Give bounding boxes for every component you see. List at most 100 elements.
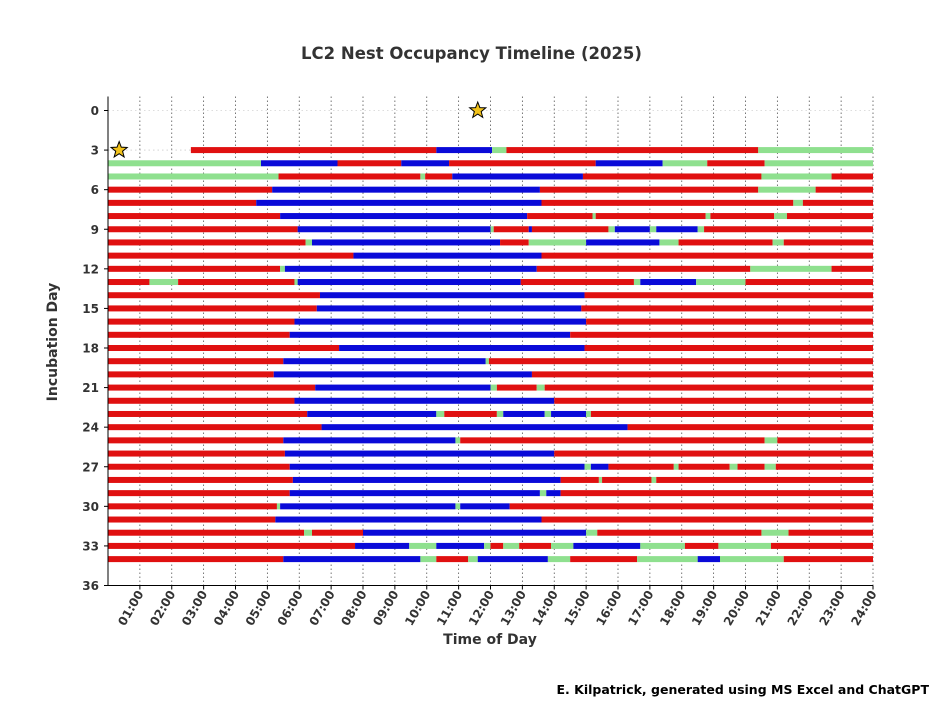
occupancy-segment: [777, 437, 873, 444]
occupancy-segment: [608, 226, 615, 233]
occupancy-segment: [546, 490, 561, 497]
occupancy-segment: [108, 345, 340, 351]
occupancy-segment: [449, 160, 596, 167]
occupancy-segment: [764, 437, 778, 444]
occupancy-segment: [108, 173, 279, 180]
occupancy-segment: [484, 542, 491, 549]
occupancy-segment: [761, 529, 789, 536]
occupancy-segment: [831, 173, 873, 180]
y-tick-label: 9: [91, 223, 99, 237]
x-tick-label: 23:00: [816, 588, 847, 628]
occupancy-segment: [570, 556, 638, 563]
x-tick-label: 17:00: [625, 588, 656, 628]
occupancy-segment: [536, 265, 751, 272]
occupancy-segment: [774, 213, 787, 220]
occupancy-segment: [544, 384, 873, 391]
occupancy-segment: [108, 358, 284, 365]
occupancy-segment: [289, 490, 540, 497]
occupancy-segment: [315, 384, 491, 391]
occupancy-segment: [108, 529, 305, 536]
occupancy-segment: [710, 213, 775, 220]
occupancy-segment: [656, 476, 873, 483]
occupancy-segment: [297, 226, 491, 233]
occupancy-segment: [477, 556, 548, 563]
occupancy-segment: [786, 213, 873, 220]
occupancy-segment: [108, 410, 308, 417]
occupancy-segment: [108, 516, 276, 523]
occupancy-segment: [586, 410, 591, 417]
occupancy-segment: [831, 265, 873, 272]
occupancy-segment: [503, 410, 545, 417]
occupancy-segment: [280, 265, 285, 272]
occupancy-segment: [294, 318, 587, 325]
occupancy-segment: [273, 371, 532, 378]
x-tick-label: 12:00: [466, 588, 497, 628]
occupancy-segment: [551, 542, 574, 549]
occupancy-segment: [684, 542, 719, 549]
x-tick-label: 06:00: [275, 588, 306, 628]
occupancy-segment: [750, 265, 832, 272]
occupancy-segment: [436, 147, 493, 154]
occupancy-segment: [355, 542, 410, 549]
occupancy-segment: [108, 265, 281, 272]
occupancy-segment: [275, 516, 542, 523]
occupancy-segment: [637, 556, 698, 563]
star-markers: [109, 100, 488, 159]
occupancy-segment: [108, 318, 295, 325]
occupancy-segment: [108, 490, 290, 497]
y-tick-label: 36: [82, 579, 99, 593]
occupancy-segment: [528, 239, 587, 246]
occupancy-segment: [108, 199, 257, 206]
occupancy-segment: [586, 529, 598, 536]
occupancy-segment: [764, 160, 873, 167]
occupancy-segment: [584, 345, 873, 351]
occupancy-segment: [772, 239, 784, 246]
x-axis-label: Time of Day: [443, 632, 537, 648]
occupancy-segment: [108, 186, 273, 193]
chart-title: LC2 Nest Occupancy Timeline (2025): [301, 44, 642, 63]
occupancy-segment: [108, 292, 320, 299]
occupancy-segment: [696, 279, 746, 286]
occupancy-segment: [272, 186, 540, 193]
occupancy-segment: [570, 331, 873, 338]
occupancy-segment: [659, 239, 679, 246]
occupancy-segment: [425, 173, 453, 180]
occupancy-segment: [554, 450, 873, 457]
occupancy-segment: [764, 463, 776, 470]
occupancy-segment: [436, 410, 445, 417]
occupancy-segment: [108, 384, 316, 391]
x-tick-label: 18:00: [657, 588, 688, 628]
occupancy-segment: [490, 542, 504, 549]
occupancy-segment: [595, 213, 706, 220]
occupancy-segment: [707, 160, 765, 167]
occupancy-segment: [460, 503, 510, 510]
occupancy-segment: [496, 410, 504, 417]
x-tick-label: 10:00: [402, 588, 433, 628]
y-tick-label: 3: [91, 144, 99, 158]
occupancy-segment: [547, 556, 571, 563]
occupancy-segment: [108, 503, 277, 510]
occupancy-segment: [560, 476, 599, 483]
occupancy-segment: [544, 410, 552, 417]
occupancy-segment: [321, 424, 628, 431]
occupancy-segment: [496, 384, 537, 391]
occupancy-segment: [312, 239, 501, 246]
y-tick-label: 30: [82, 500, 99, 514]
y-tick-label: 0: [91, 104, 99, 118]
occupancy-segment: [528, 226, 532, 233]
occupancy-segment: [339, 345, 585, 351]
occupancy-segment: [363, 529, 587, 536]
occupancy-segment: [815, 186, 873, 193]
x-tick-label: 05:00: [243, 588, 274, 628]
occupancy-segment: [256, 199, 542, 206]
occupancy-segment: [737, 463, 765, 470]
occupancy-segment: [662, 160, 708, 167]
occupancy-segment: [590, 410, 873, 417]
occupancy-segment: [788, 529, 873, 536]
star-marker: [468, 100, 488, 119]
occupancy-segment: [520, 279, 634, 286]
occupancy-segment: [705, 213, 711, 220]
x-tick-label: 07:00: [306, 588, 337, 628]
occupancy-segment: [582, 173, 762, 180]
